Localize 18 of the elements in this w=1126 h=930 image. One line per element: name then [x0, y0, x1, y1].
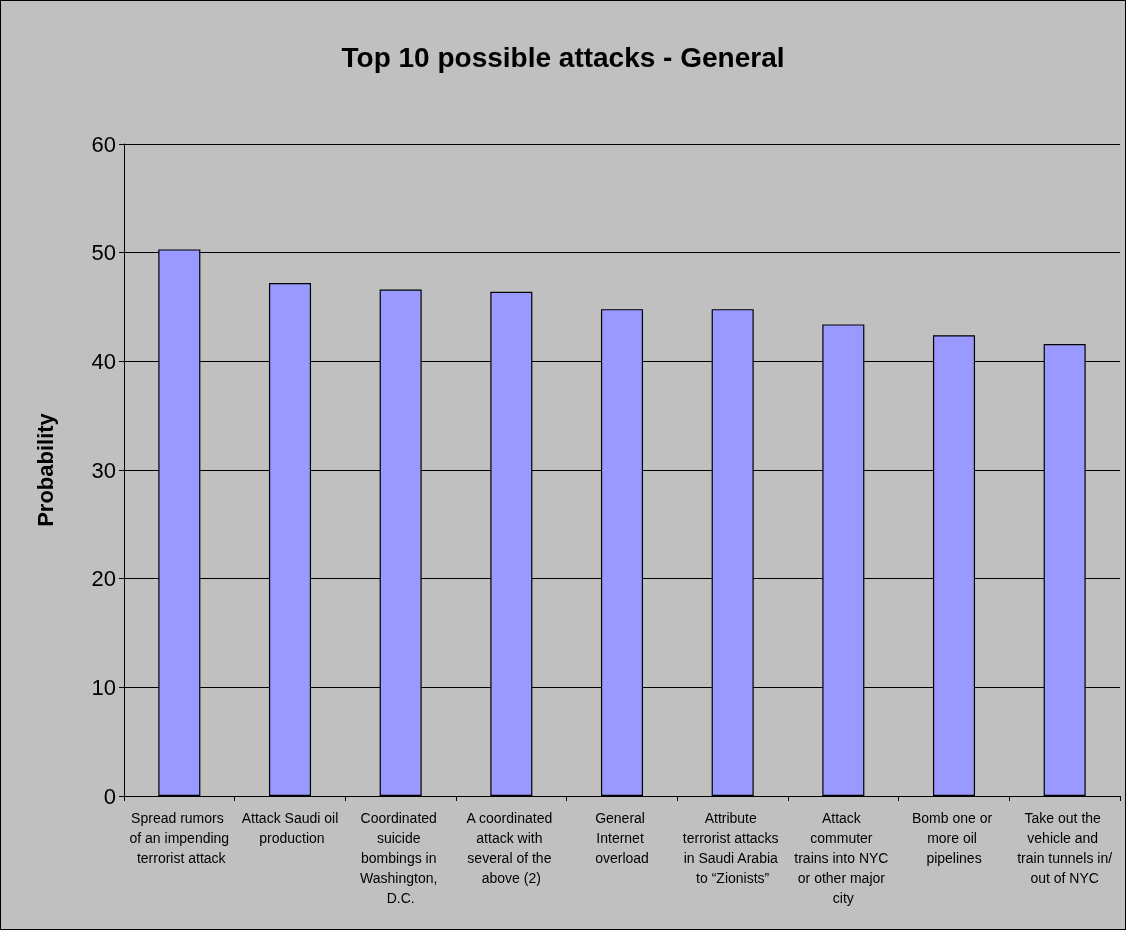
x-tick-label: Attack Saudi oil production [241, 810, 339, 846]
y-tick-label: 10 [91, 674, 116, 700]
y-tick-label: 20 [91, 566, 116, 592]
chart-title: Top 10 possible attacks - General [341, 41, 785, 73]
x-tick-label: Attack commuter trains into NYC or other major city [794, 810, 893, 906]
x-tick-label: General Internet overload [595, 810, 649, 866]
x-tick-label: Spread rumors of an impending terrorist attack [129, 810, 230, 866]
y-tick-label: 30 [91, 457, 116, 483]
y-axis-title: Probability [32, 412, 58, 527]
x-tick-label: A coordinated attack with several of the above (2) [466, 810, 557, 886]
x-tick-label: Take out the vehicle and train tunnels in/out of NYC [1017, 810, 1113, 886]
x-tick-label: Coordinated suicide bombings in Washington, D.C. [360, 810, 442, 906]
y-tick-label: 50 [91, 240, 116, 266]
y-tick-label: 0 [103, 783, 116, 809]
y-tick-label: 40 [91, 348, 116, 374]
x-tick-label: Attribute terrorist attacks in Saudi Arabia to “Zionists” [682, 810, 783, 886]
x-tick-label: Bomb one or more oil pipelines [911, 810, 997, 866]
y-tick-label: 60 [91, 131, 116, 157]
